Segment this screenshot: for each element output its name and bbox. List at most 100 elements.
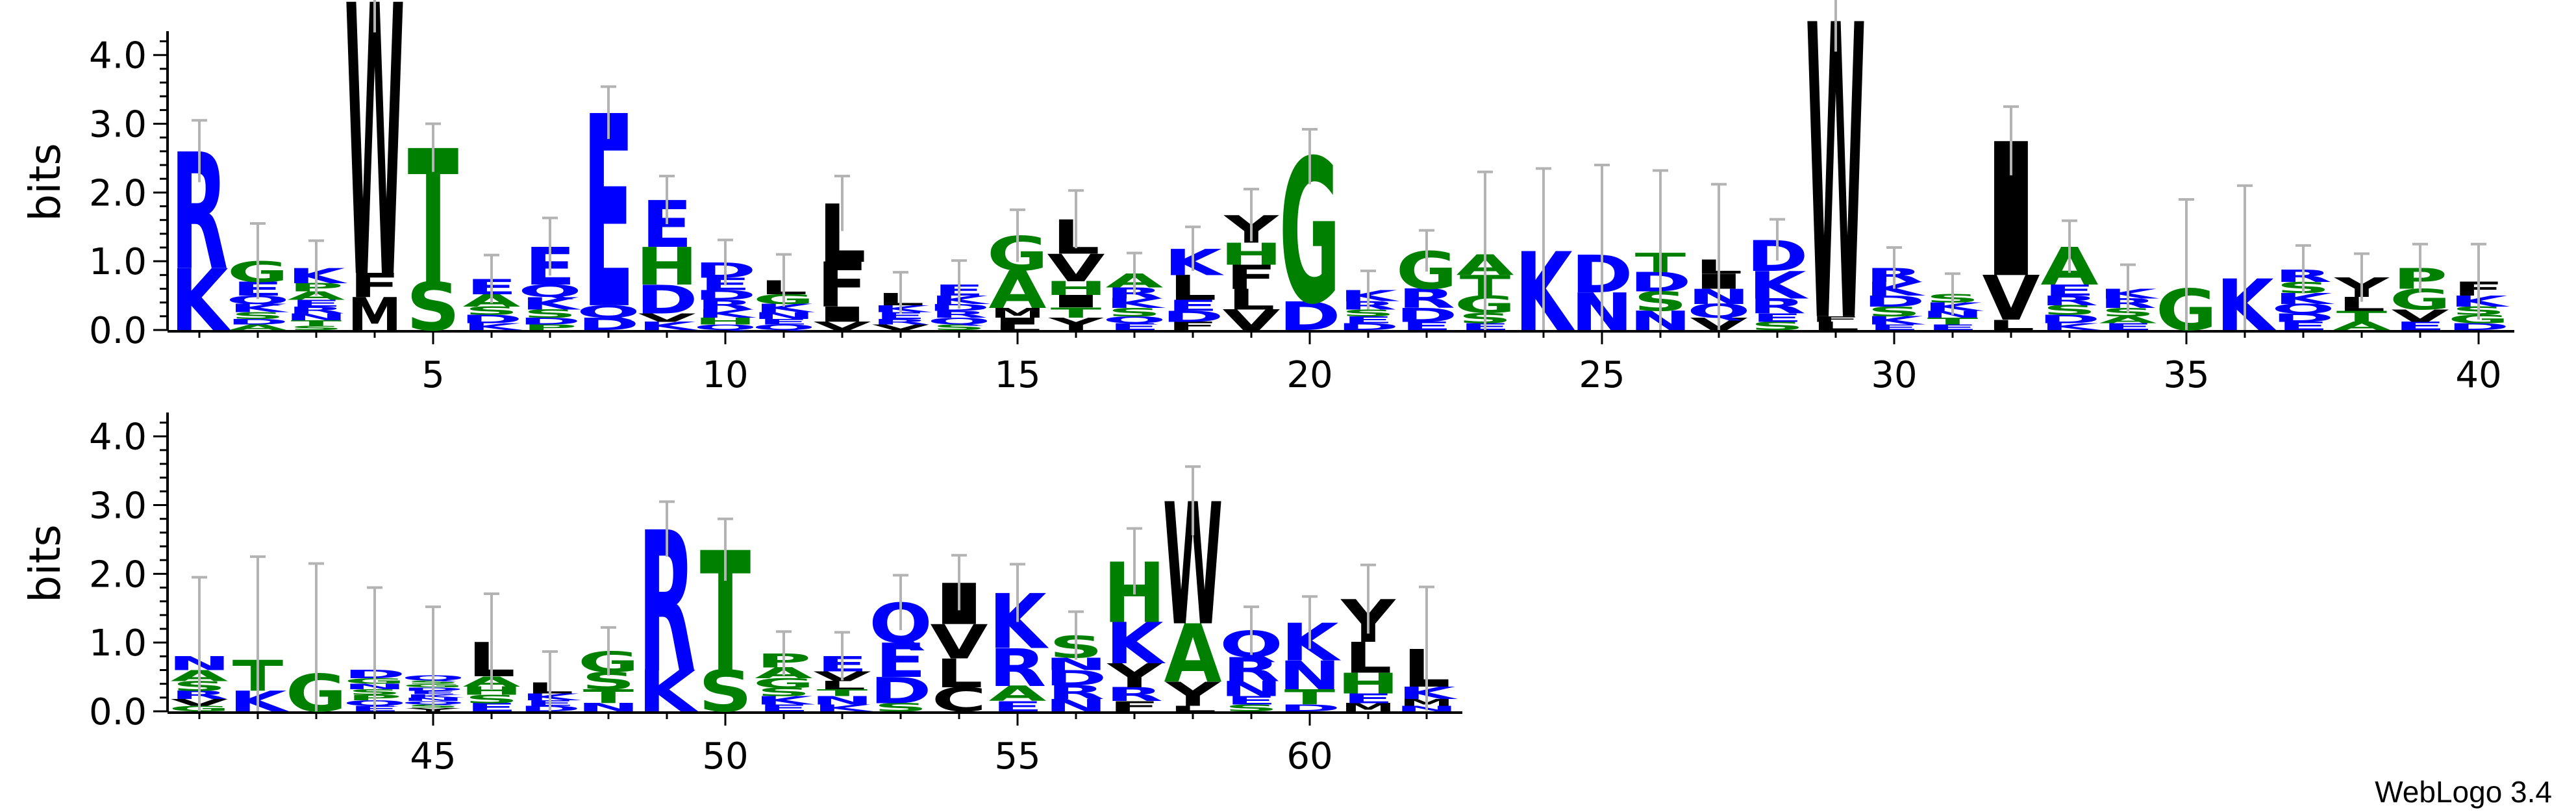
- logo-letter: D: [636, 277, 697, 323]
- logo-letter: E: [291, 298, 342, 309]
- logo-column: EQPSNGD: [343, 586, 406, 713]
- x-tick-label: 35: [2163, 354, 2209, 396]
- logo-column: G: [286, 562, 347, 724]
- x-tick-label: 50: [702, 735, 748, 778]
- logo-letter: K: [755, 694, 816, 707]
- weblogo-credit: WebLogo 3.4: [2375, 775, 2552, 809]
- logo-column: EKSGAP: [753, 630, 816, 714]
- logo-column: SQRDKE: [927, 259, 991, 332]
- logo-letter: K: [2099, 286, 2159, 302]
- logo-letter: D: [1395, 304, 1457, 326]
- y-tick-label: 4.0: [89, 416, 147, 459]
- logo-letter: C: [932, 681, 986, 719]
- logo-column: ND: [1571, 164, 1633, 342]
- logo-column: EDQKSR: [2271, 244, 2335, 333]
- logo-letter: E: [2278, 320, 2329, 333]
- logo-letter: H: [694, 316, 757, 327]
- logo-letter: Y: [1165, 676, 1221, 714]
- logo-letter: D: [227, 318, 288, 326]
- logo-letter: T: [2336, 308, 2388, 325]
- logo-letter: D: [1279, 294, 1340, 340]
- logo-letter: G: [753, 676, 814, 691]
- logo-letter: V: [813, 320, 871, 333]
- logo-column: GVRSAN: [168, 576, 231, 713]
- logo-letter: H: [460, 685, 523, 698]
- logo-letter: A: [2332, 320, 2390, 333]
- logo-letter: E: [1869, 323, 1920, 331]
- logo-letter: S: [1108, 306, 1162, 319]
- y-tick-label: 3.0: [89, 104, 147, 146]
- logo-letter: K: [2216, 265, 2277, 347]
- logo-letter: L: [1227, 283, 1275, 316]
- logo-column: KNTLVE: [811, 631, 873, 714]
- logo-letter: F: [817, 249, 868, 321]
- logo-letter: E: [2395, 320, 2446, 333]
- logo-letter: S: [1868, 304, 1921, 320]
- logo-letter: A: [287, 290, 345, 303]
- logo-column: VREKL: [871, 271, 932, 332]
- logo-letter: D: [460, 313, 522, 326]
- x-tick-label: 5: [421, 354, 445, 396]
- logo-letter: K: [1105, 611, 1166, 678]
- logo-letter: K: [638, 320, 699, 333]
- logo-letter: V: [1223, 303, 1281, 336]
- logo-letter: N: [811, 694, 873, 707]
- logo-column: STNREAPK: [285, 239, 347, 331]
- logo-letter: Q: [927, 316, 991, 327]
- logo-letter: T: [1284, 685, 1336, 709]
- logo-letter: E: [2103, 322, 2154, 333]
- y-axis-title: bits: [20, 143, 70, 222]
- logo-letter: M: [347, 289, 401, 341]
- logo-letter: R: [931, 309, 988, 320]
- logo-letter: S: [932, 323, 986, 331]
- logo-letter: E: [875, 311, 927, 322]
- logo-letter: D: [1863, 292, 1925, 310]
- logo-letter: R: [989, 639, 1047, 699]
- logo-letter: N: [285, 312, 347, 323]
- logo-letter: L: [935, 651, 982, 697]
- logo-letter: E: [992, 698, 1044, 715]
- logo-letter: N: [577, 701, 640, 714]
- logo-letter: E: [1109, 322, 1160, 333]
- logo-column: LFW: [1806, 0, 1866, 412]
- logo-letter: S: [1342, 308, 1395, 319]
- logo-letter: A: [229, 323, 287, 331]
- logo-letter: R: [1223, 651, 1281, 689]
- y-tick-label: 3.0: [89, 485, 147, 527]
- logo-letter: E: [1927, 323, 1979, 331]
- y-tick-label: 1.0: [89, 241, 147, 283]
- y-tick-label: 2.0: [89, 553, 147, 596]
- logo-column: ST: [406, 112, 460, 346]
- logo-letter: N: [1279, 653, 1341, 699]
- logo-column: KR: [638, 492, 699, 725]
- logo-letter: K: [1514, 229, 1575, 355]
- logo-letter: K: [1105, 296, 1166, 311]
- y-axis-title: bits: [20, 524, 70, 603]
- logo-column: DEKL: [519, 650, 581, 713]
- logo-column: K: [2216, 184, 2277, 347]
- logo-letter: K: [521, 294, 582, 313]
- logo-letter: Q: [1103, 314, 1166, 325]
- logo-letter: R: [1398, 284, 1456, 314]
- logo-letter: V: [930, 615, 988, 669]
- logo-column: KT: [229, 555, 289, 718]
- logo-letter: V: [1982, 262, 2040, 334]
- logo-letter: D: [694, 288, 756, 303]
- logo-letter: D: [519, 316, 581, 327]
- logo-letter: L: [1987, 317, 2034, 333]
- logo-letter: K: [930, 294, 991, 307]
- logo-letter: E: [1168, 297, 1219, 314]
- logo-letter: S: [523, 307, 577, 320]
- logo-letter: S: [231, 311, 285, 322]
